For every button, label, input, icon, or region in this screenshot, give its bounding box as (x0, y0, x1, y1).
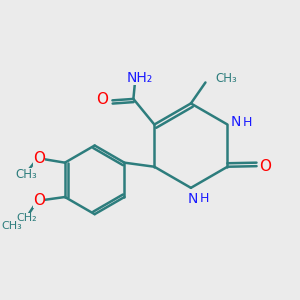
Text: O: O (33, 193, 45, 208)
Text: N: N (230, 115, 241, 129)
Text: CH₃: CH₃ (2, 221, 22, 231)
Text: CH₂: CH₂ (16, 213, 37, 223)
Text: CH₃: CH₃ (216, 72, 237, 85)
Text: O: O (259, 159, 271, 174)
Text: O: O (96, 92, 108, 107)
Text: H: H (243, 116, 252, 129)
Text: N: N (188, 192, 198, 206)
Text: O: O (33, 151, 45, 166)
Text: NH₂: NH₂ (127, 71, 153, 85)
Text: H: H (200, 192, 210, 206)
Text: CH₃: CH₃ (15, 168, 37, 181)
